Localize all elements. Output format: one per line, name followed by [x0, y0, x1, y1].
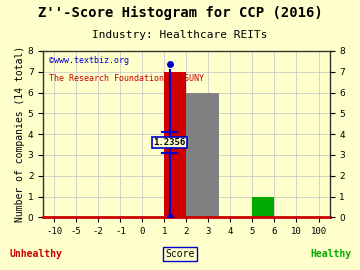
Text: Unhealthy: Unhealthy	[10, 249, 62, 259]
Text: 1.2356: 1.2356	[153, 138, 186, 147]
Y-axis label: Number of companies (14 total): Number of companies (14 total)	[15, 46, 25, 222]
Text: Z''-Score Histogram for CCP (2016): Z''-Score Histogram for CCP (2016)	[38, 5, 322, 19]
Text: ©www.textbiz.org: ©www.textbiz.org	[49, 56, 129, 65]
Bar	[165, 72, 186, 217]
Bar	[186, 93, 220, 217]
Text: Score: Score	[165, 249, 195, 259]
Bar	[252, 197, 274, 217]
Text: Healthy: Healthy	[311, 249, 352, 259]
Text: Industry: Healthcare REITs: Industry: Healthcare REITs	[92, 30, 268, 40]
Text: The Research Foundation of SUNY: The Research Foundation of SUNY	[49, 74, 204, 83]
